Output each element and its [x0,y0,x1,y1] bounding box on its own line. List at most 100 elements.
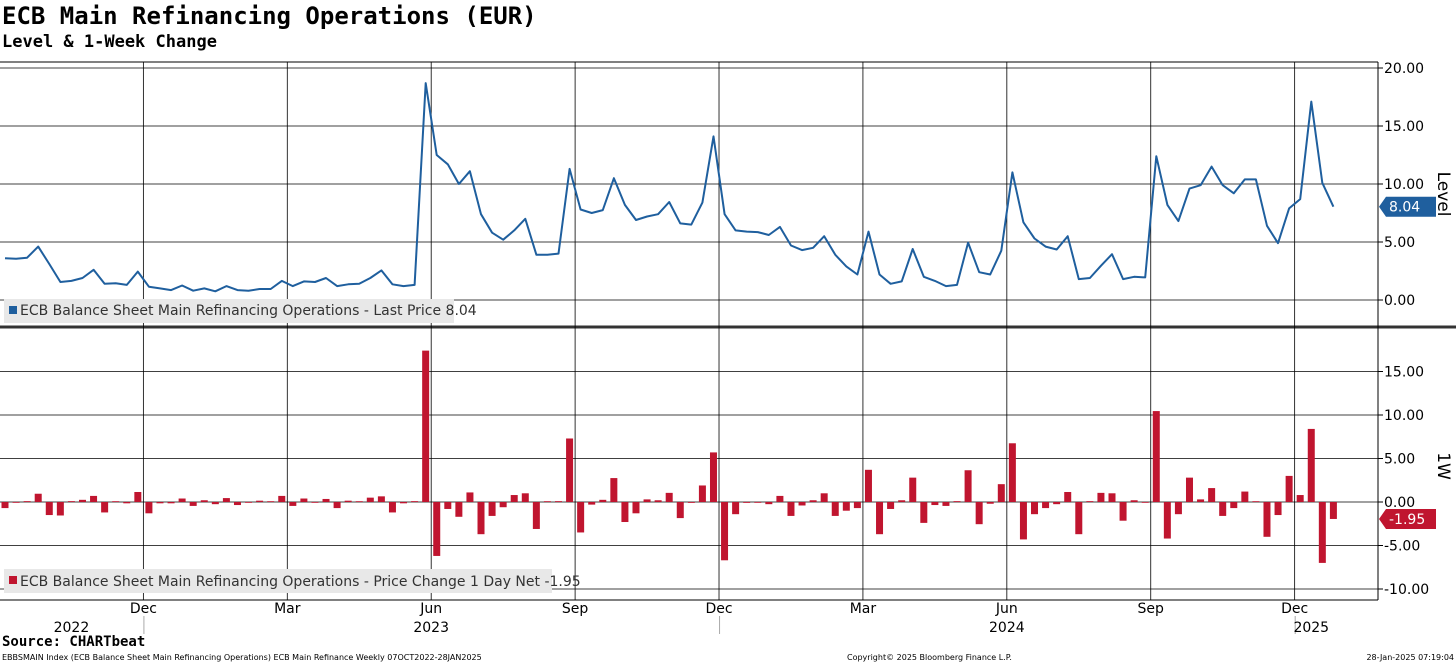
change-bar [510,495,518,502]
change-bar [1174,502,1182,515]
change-last-value-flag [1379,508,1436,529]
change-bar [189,502,197,506]
change-bar [123,502,131,504]
change-bar [200,500,208,502]
change-bar [599,499,607,502]
level-tick-label: 10.00 [1384,177,1424,193]
change-bar [267,501,275,502]
x-month-label: Sep [562,601,589,617]
change-bar [887,502,895,509]
change-bar [377,496,385,502]
change-bar [300,498,308,502]
change-bar [388,502,396,513]
change-bar [477,502,485,535]
change-bar [1274,502,1282,516]
change-bar [322,498,330,502]
level-series-line [4,82,1335,293]
change-bar [1252,501,1260,502]
level-legend-box [4,299,454,323]
change-bar [765,502,773,505]
change-bar [1185,477,1193,502]
change-bar [521,493,529,502]
change-bar [1307,428,1315,502]
change-bar [698,485,706,502]
x-month-label: Dec [705,601,732,617]
change-bar [831,502,839,516]
change-bar [709,452,717,502]
change-bar [222,498,230,502]
x-month-label: Jun [995,601,1018,617]
change-legend-swatch [9,576,17,584]
x-month-label: Jun [419,601,442,617]
change-last-value-label: -1.95 [1389,512,1425,528]
change-bar [1208,488,1216,502]
change-bar [455,502,463,517]
change-bar [245,502,253,503]
level-axis-title: Level [1433,172,1453,217]
change-tick-label: -10.00 [1384,582,1429,598]
change-bar [1296,495,1304,502]
change-bar [555,501,562,502]
change-bar [67,501,75,502]
change-bar [1263,502,1271,537]
change-bar [1285,475,1293,502]
change-bar [90,495,98,502]
change-bar [798,502,806,506]
change-bar [311,502,319,503]
change-bar [776,495,784,502]
change-bar [577,502,585,533]
change-bar [211,502,219,505]
change-bar [1230,502,1238,509]
change-bar [1097,492,1105,502]
change-bar [532,502,540,529]
change-bar [909,477,917,502]
change-bar [34,493,42,502]
change-bar [566,438,574,502]
change-bar [23,501,31,502]
change-bar [1008,443,1016,502]
change-bar [853,502,861,509]
change-bar [278,495,286,502]
change-bar [178,498,186,502]
level-tick-label: 15.00 [1384,119,1424,135]
change-legend-label: ECB Balance Sheet Main Refinancing Opera… [20,574,581,590]
footer-copyright: Copyright© 2025 Bloomberg Finance L.P. [847,653,1012,662]
x-year-label: 2024 [989,620,1025,636]
change-bar [333,502,341,509]
change-bar [1219,502,1227,516]
change-tick-label: 5.00 [1384,452,1415,468]
change-bar [145,502,153,514]
change-bar [1019,502,1027,540]
change-axis-title: 1W [1433,452,1453,480]
change-bar [898,500,906,502]
change-bar [1031,502,1039,515]
change-tick-label: 0.00 [1384,495,1415,511]
change-bar [1130,500,1138,502]
x-year-label: 2022 [54,620,90,636]
change-bar [499,502,507,508]
change-bar [665,492,673,502]
change-bar [45,502,53,516]
change-bar [754,502,762,503]
change-bar [1197,499,1205,502]
level-tick-label: 5.00 [1384,235,1415,251]
change-bar [787,502,795,516]
level-last-value-label: 8.04 [1389,200,1420,216]
change-bar [621,502,629,523]
change-bar [344,500,352,502]
change-bar [942,502,950,506]
change-bar [1119,502,1127,521]
change-bar [289,502,297,506]
change-bar [1141,502,1149,503]
change-bar [610,478,618,502]
x-month-label: Mar [850,601,877,617]
change-bar [953,501,961,502]
change-bar [256,500,264,502]
change-bar [721,502,729,561]
change-bar [1075,502,1083,535]
footer-timestamp: 28-Jan-2025 07:19:04 [1366,653,1454,662]
change-legend-box [4,569,552,593]
level-legend-label: ECB Balance Sheet Main Refinancing Opera… [20,303,477,319]
change-bar [134,491,142,502]
